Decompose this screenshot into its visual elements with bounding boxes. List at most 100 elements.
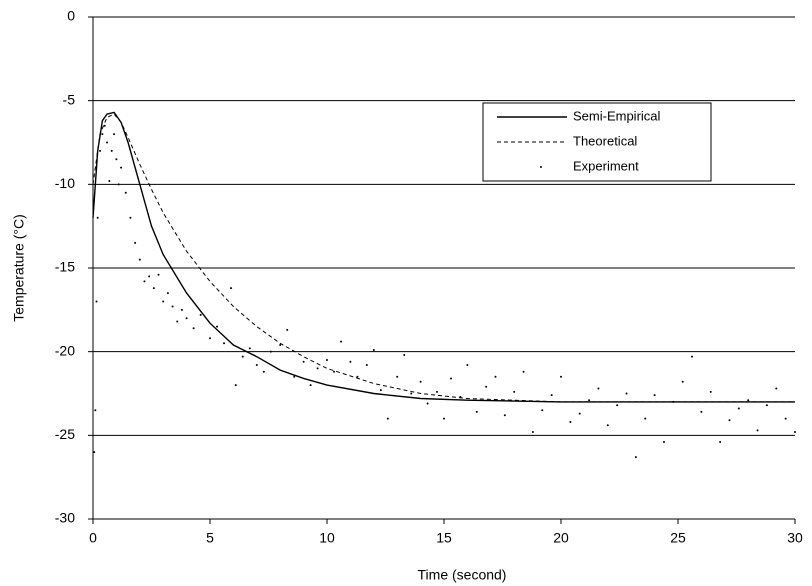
data-point	[166, 292, 169, 295]
data-point	[176, 320, 179, 323]
data-point	[450, 377, 453, 380]
data-point	[588, 399, 591, 402]
data-point	[286, 328, 289, 331]
data-point	[365, 364, 368, 367]
data-point	[426, 402, 429, 405]
data-point	[279, 343, 282, 346]
data-point	[95, 300, 98, 303]
data-point	[148, 275, 151, 278]
data-point	[756, 429, 759, 432]
y-tick-label: -30	[55, 510, 75, 526]
data-point	[775, 387, 778, 390]
data-point	[134, 241, 137, 244]
data-point	[513, 390, 516, 393]
data-point	[569, 420, 572, 423]
x-tick-label: 10	[319, 530, 335, 546]
y-tick-label: -5	[63, 91, 76, 107]
data-point	[737, 407, 740, 410]
data-point	[634, 456, 637, 459]
data-point	[681, 380, 684, 383]
data-point	[419, 380, 422, 383]
data-point	[597, 387, 600, 390]
y-tick-label: -15	[55, 259, 75, 275]
legend-label: Experiment	[573, 158, 639, 173]
data-point	[223, 342, 226, 345]
data-point	[106, 141, 109, 144]
y-tick-label: -10	[55, 175, 75, 191]
data-point	[157, 273, 160, 276]
line-series	[92, 111, 795, 403]
legend-label: Semi-Empirical	[573, 108, 661, 123]
data-point	[435, 390, 438, 393]
data-point	[747, 399, 750, 402]
data-point	[255, 364, 258, 367]
data-point	[379, 389, 382, 392]
data-point	[503, 414, 506, 417]
data-point	[784, 417, 787, 420]
data-point	[372, 348, 375, 351]
data-point	[293, 375, 296, 378]
data-point	[700, 410, 703, 413]
data-point	[410, 392, 413, 395]
data-point	[216, 325, 219, 328]
y-tick-label: 0	[67, 8, 75, 24]
data-point	[230, 287, 233, 290]
data-point	[269, 350, 272, 353]
x-tick-label: 0	[89, 530, 97, 546]
data-point	[653, 394, 656, 397]
data-point	[209, 337, 211, 340]
data-point	[333, 370, 336, 373]
data-point	[99, 149, 102, 152]
data-point	[578, 412, 581, 415]
data-point	[728, 419, 731, 422]
data-point	[93, 451, 96, 454]
data-point	[606, 424, 609, 427]
data-point	[124, 191, 127, 194]
data-point	[262, 370, 265, 373]
data-point	[326, 359, 328, 362]
x-tick-label: 30	[787, 530, 803, 546]
data-point	[103, 124, 106, 127]
data-point	[386, 417, 389, 420]
data-point	[349, 360, 352, 363]
data-point	[560, 375, 562, 378]
data-point	[494, 375, 497, 378]
data-point	[340, 340, 343, 343]
data-point	[162, 300, 165, 303]
data-point	[302, 360, 305, 363]
data-point	[403, 354, 406, 357]
data-point	[475, 410, 478, 413]
data-point	[443, 417, 445, 420]
data-point	[120, 166, 123, 169]
data-point	[171, 305, 174, 308]
data-point	[241, 355, 244, 358]
data-point	[531, 430, 534, 433]
data-point	[192, 327, 195, 330]
data-point	[625, 392, 628, 395]
data-point	[309, 384, 312, 387]
data-point	[138, 258, 141, 261]
data-point	[199, 313, 202, 316]
data-point	[644, 417, 647, 420]
data-point	[522, 370, 525, 373]
data-point	[180, 308, 183, 311]
data-point	[541, 409, 544, 412]
data-point	[234, 384, 237, 387]
data-point	[794, 430, 796, 433]
data-point	[709, 390, 712, 393]
data-point	[113, 133, 116, 136]
data-point	[110, 149, 113, 152]
x-tick-label: 20	[553, 530, 569, 546]
x-tick-label: 5	[206, 530, 214, 546]
data-point	[316, 367, 319, 370]
x-tick-label: 25	[670, 530, 686, 546]
data-point	[101, 133, 104, 136]
data-point	[115, 158, 118, 161]
data-point	[396, 375, 399, 378]
data-point	[672, 400, 675, 403]
data-point	[616, 404, 619, 407]
data-point	[485, 385, 488, 388]
data-point	[248, 347, 251, 350]
data-point	[96, 216, 99, 219]
